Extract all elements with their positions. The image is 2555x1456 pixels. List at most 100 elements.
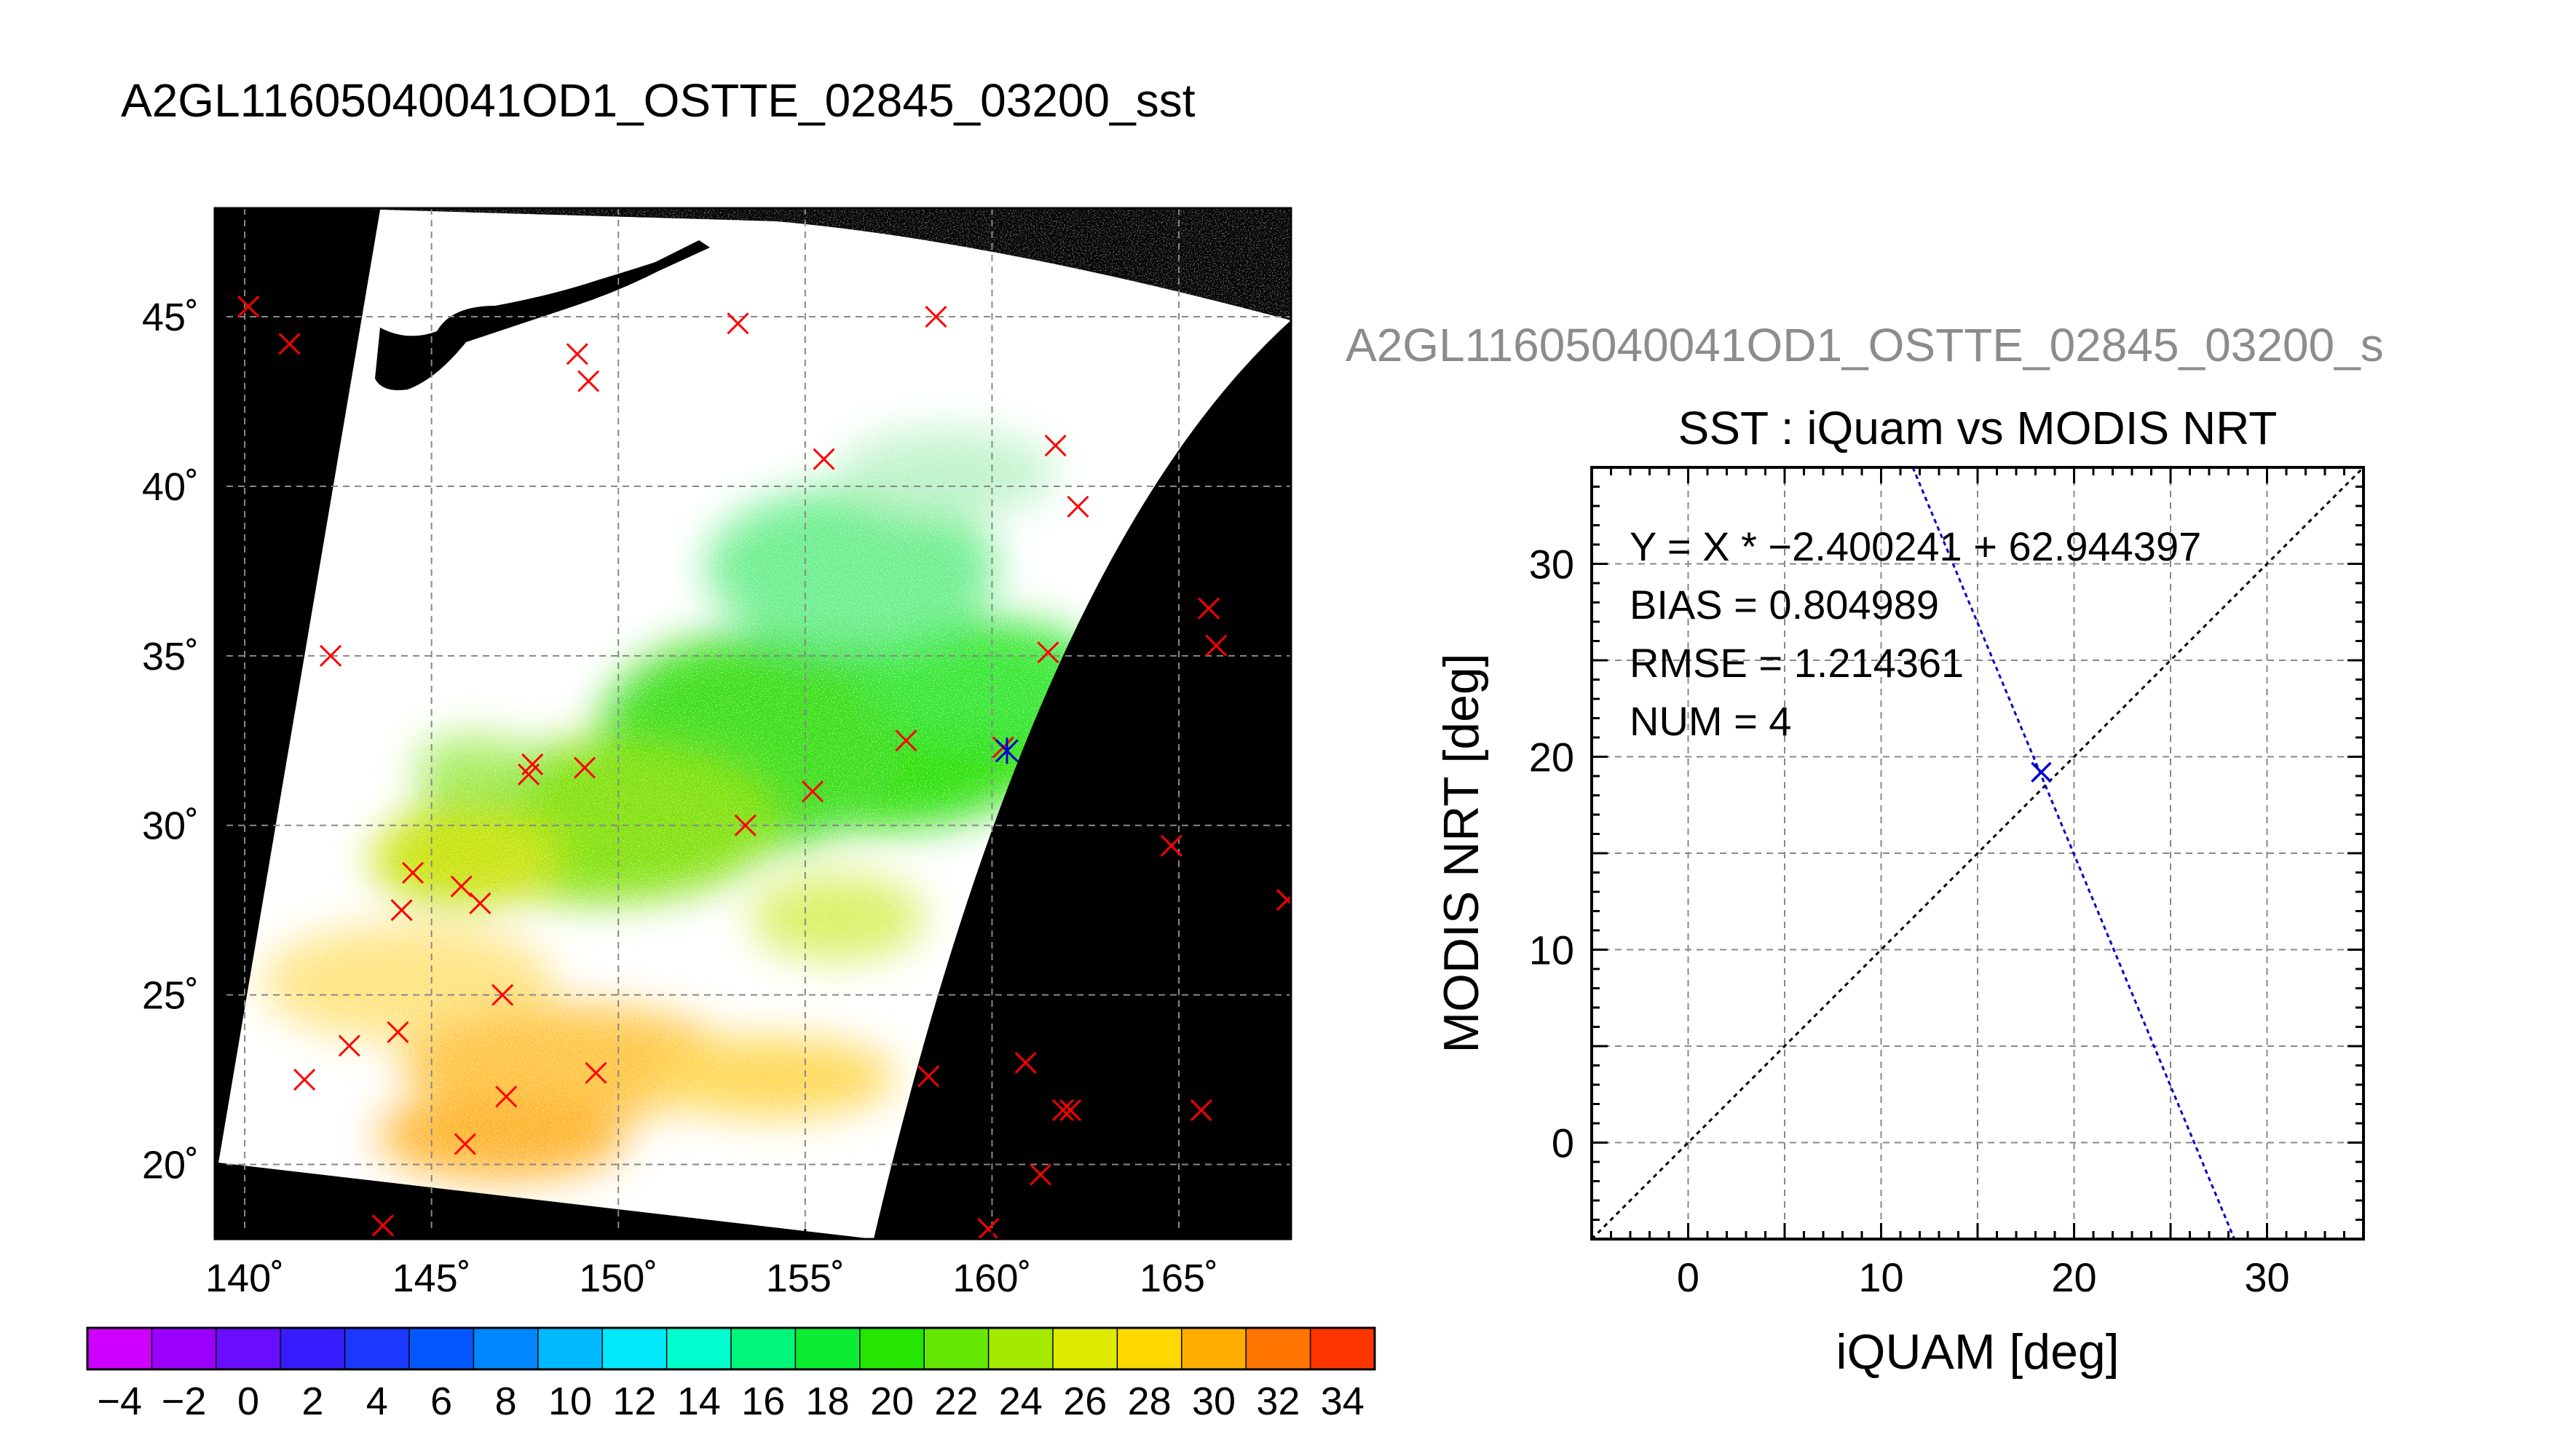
- map-lat-tick-label: 30˚: [142, 804, 199, 848]
- iquam-match-marker: [1067, 495, 1089, 518]
- colorbar-swatch: [666, 1327, 732, 1370]
- iquam-match-marker: [495, 1085, 518, 1108]
- colorbar-swatch: [87, 1327, 153, 1370]
- scatter-grid: [1592, 467, 2364, 1239]
- land-left: [215, 208, 380, 1163]
- iquam-match-marker: [1276, 889, 1291, 911]
- map-frame: [213, 207, 1292, 1241]
- colorbar-label: 6: [430, 1380, 452, 1423]
- colorbar-swatch: [794, 1327, 861, 1370]
- colorbar-swatch: [216, 1327, 282, 1370]
- iquam-match-marker: [895, 729, 917, 752]
- iquam-match-marker: [371, 1214, 394, 1237]
- scatter-x-tick-label: 20: [2051, 1254, 2096, 1300]
- colorbar-swatch: [987, 1327, 1054, 1370]
- colorbar-label: 14: [677, 1380, 721, 1423]
- colorbar-label: 34: [1321, 1380, 1365, 1423]
- scatter-points: [2031, 761, 2052, 783]
- iquam-match-marker: [469, 892, 491, 914]
- colorbar-label: −2: [162, 1380, 207, 1423]
- map-lat-tick-label: 45˚: [142, 296, 199, 339]
- iquam-match-marker: [278, 333, 301, 355]
- land-coast-hokkaido: [375, 240, 710, 390]
- iquam-match-marker: [813, 448, 835, 470]
- iquam-match-marker: [727, 312, 749, 335]
- iquam-match-marker: [1037, 641, 1059, 664]
- map-markers: [237, 296, 1291, 1239]
- colorbar-swatch: [151, 1327, 218, 1370]
- map-tick-labels: 140˚ 145˚ 150˚ 155˚ 160˚ 165˚ 20˚ 25˚ 30˚ 35˚ 40˚ 4…: [142, 296, 1218, 1300]
- iquam-match-marker: [1030, 1163, 1052, 1186]
- scatter-y-tick-label: 20: [1529, 735, 1574, 780]
- colorbar: −4 −2 0 2 4 6 8 10 12 14 16 18 20 22 24 26 28 30 32 34: [86, 1326, 1376, 1423]
- scatter-point: [2031, 761, 2052, 783]
- colorbar-swatch: [859, 1327, 925, 1370]
- iquam-match-marker: [925, 305, 947, 328]
- colorbar-label: 12: [612, 1380, 656, 1423]
- iquam-match-marker: [566, 343, 588, 365]
- colorbar-label: 20: [870, 1380, 914, 1423]
- colorbar-swatch: [730, 1327, 797, 1370]
- iquam-match-marker: [1205, 634, 1228, 657]
- colorbar-label: 30: [1192, 1380, 1236, 1423]
- colorbar-swatch: [601, 1327, 668, 1370]
- scatter-y-tick-label: 10: [1529, 927, 1574, 973]
- map-lon-tick-label: 150˚: [579, 1257, 657, 1300]
- iquam-match-marker: [1014, 1051, 1037, 1074]
- colorbar-swatch: [1052, 1327, 1118, 1370]
- colorbar-swatch: [537, 1327, 604, 1370]
- map-lat-tick-label: 35˚: [142, 635, 199, 678]
- colorbar-label: 16: [741, 1380, 785, 1423]
- scatter-xlabel: iQUAM [deg]: [1836, 1324, 2119, 1380]
- scatter-y-tick-label: 0: [1552, 1120, 1574, 1166]
- iquam-match-marker: [320, 644, 342, 667]
- map-lon-tick-label: 140˚: [205, 1257, 284, 1300]
- colorbar-frame: [86, 1326, 1376, 1371]
- map-lat-tick-label: 40˚: [142, 465, 199, 509]
- iquam-match-marker: [577, 370, 600, 392]
- colorbar-swatch: [344, 1327, 411, 1370]
- map-lon-tick-label: 155˚: [766, 1257, 845, 1300]
- map-lat-tick-label: 25˚: [142, 974, 199, 1018]
- land-right: [874, 320, 1291, 1239]
- colorbar-label: 28: [1128, 1380, 1172, 1423]
- iquam-match-marker: [293, 1069, 316, 1091]
- iquam-match-marker: [387, 1021, 409, 1043]
- iquam-match-marker: [977, 1217, 1000, 1239]
- stats-rmse: RMSE = 1.214361: [1630, 640, 1964, 686]
- colorbar-label: 0: [237, 1380, 259, 1423]
- colorbar-label: 26: [1063, 1380, 1107, 1423]
- stats-equation: Y = X * −2.400241 + 62.944397: [1630, 523, 2201, 569]
- colorbar-label: 32: [1256, 1380, 1300, 1423]
- sst-map-panel: 140˚ 145˚ 150˚ 155˚ 160˚ 165˚ 20˚ 25˚ 30˚ 35˚ 40˚ 4…: [142, 207, 1292, 1300]
- scatter-ylabel: MODIS NRT [deg]: [1434, 653, 1489, 1053]
- scatter-panel: 0 10 20 30 0 10 20 30 Y = X * −2.400241 + 62.94…: [1434, 466, 2365, 1380]
- colorbar-swatch: [280, 1327, 346, 1370]
- iquam-match-marker: [1059, 1099, 1082, 1122]
- colorbar-swatch: [1116, 1327, 1183, 1370]
- colorbar-swatch: [1181, 1327, 1247, 1370]
- iquam-match-marker: [237, 296, 260, 318]
- figure-title: A2GL11605040041OD1_OSTTE_02845_03200_sst: [121, 74, 1196, 127]
- scatter-x-tick-label: 0: [1677, 1254, 1699, 1300]
- iquam-match-marker: [802, 780, 824, 803]
- colorbar-swatch: [923, 1327, 990, 1370]
- colorbar-swatch: [473, 1327, 540, 1370]
- colorbar-swatch: [1245, 1327, 1311, 1370]
- iquam-match-marker: [338, 1034, 360, 1057]
- colorbar-label: −4: [97, 1380, 142, 1423]
- scatter-y-tick-label: 30: [1529, 542, 1574, 587]
- iquam-match-marker: [450, 875, 473, 898]
- colorbar-labels: −4 −2 0 2 4 6 8 10 12 14 16 18 20 22 24 26 28 30 32 34: [97, 1380, 1364, 1423]
- colorbar-swatch: [408, 1327, 475, 1370]
- colorbar-swatch: [1309, 1327, 1376, 1370]
- stats-bias: BIAS = 0.804989: [1630, 582, 1939, 628]
- map-lon-tick-label: 165˚: [1140, 1257, 1218, 1300]
- scatter-x-tick-label: 30: [2244, 1254, 2289, 1300]
- map-grid: [215, 208, 1291, 1239]
- iquam-match-marker: [491, 984, 514, 1006]
- iquam-match-marker: [1160, 834, 1182, 857]
- colorbar-label: 8: [495, 1380, 517, 1423]
- iquam-match-marker: [390, 899, 413, 922]
